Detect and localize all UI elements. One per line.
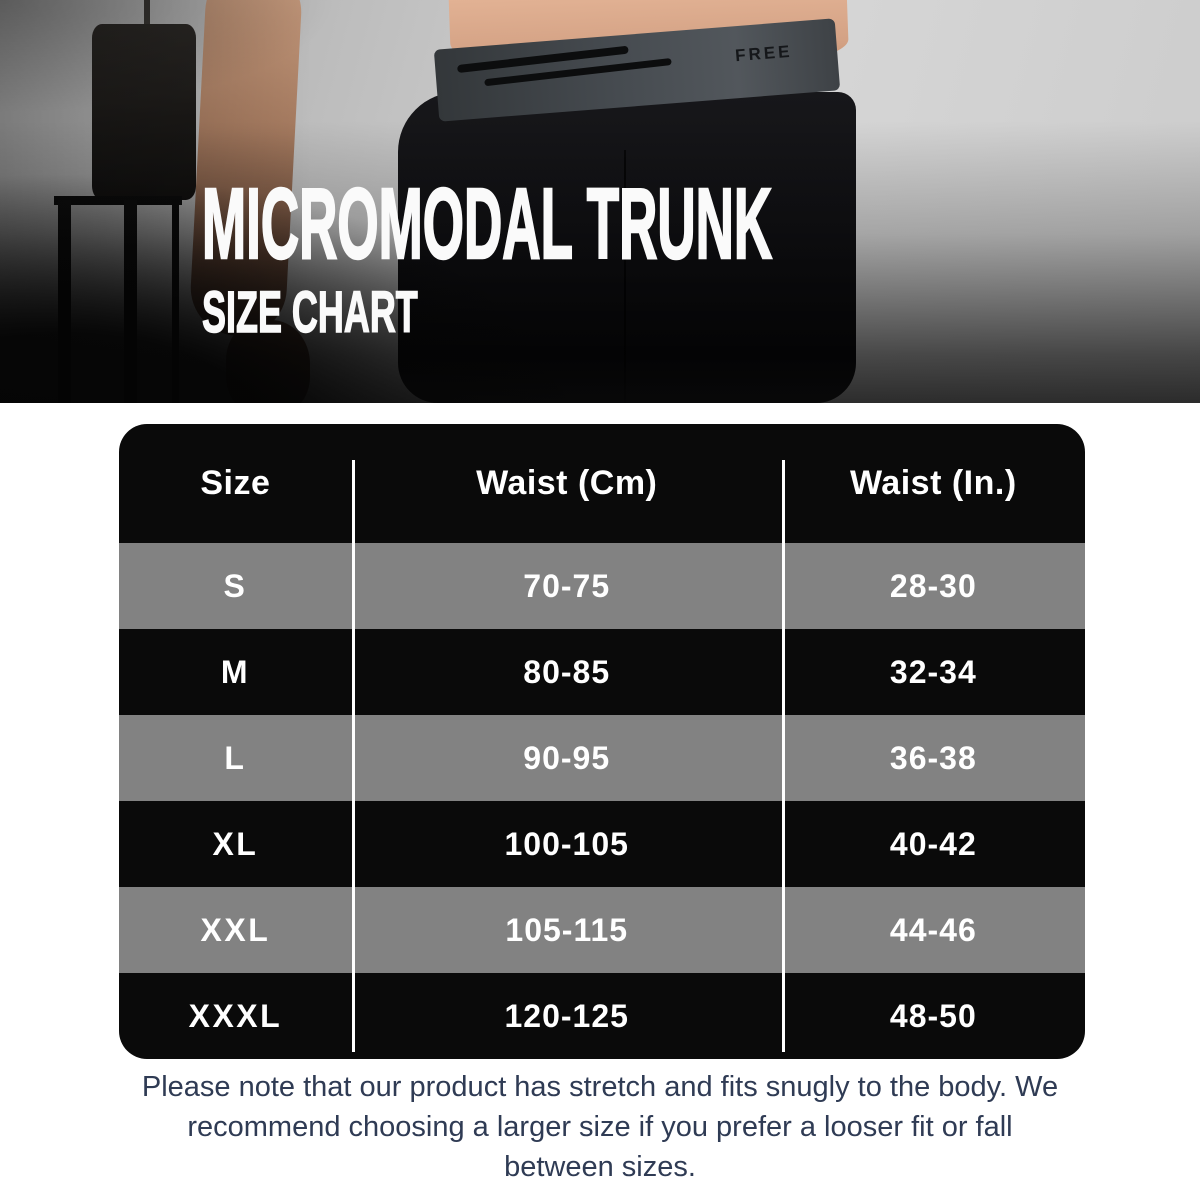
chart-subtitle: SIZE CHART xyxy=(202,280,419,345)
table-row: M 80-85 32-34 xyxy=(119,629,1085,715)
lamp-stand-leg xyxy=(124,200,137,403)
product-title: MICROMODAL TRUNK xyxy=(201,168,773,280)
column-divider xyxy=(782,460,785,1052)
waist-in-value: 28-30 xyxy=(889,567,977,604)
title-block: MICROMODAL TRUNK SIZE CHART xyxy=(201,168,1200,345)
waist-in-value: 40-42 xyxy=(889,825,977,862)
column-header-waist-cm: Waist (Cm) xyxy=(476,464,658,502)
waist-in-value: 44-46 xyxy=(889,911,977,948)
table-row: XXL 105-115 44-46 xyxy=(119,887,1085,973)
size-value: S xyxy=(223,567,248,604)
table-row: XXXL 120-125 48-50 xyxy=(119,973,1085,1059)
lamp-stand-leg xyxy=(172,200,179,403)
size-value: XXXL xyxy=(188,997,283,1034)
size-value: XXL xyxy=(200,911,271,948)
column-header-size: Size xyxy=(200,464,271,502)
size-chart-table: Size Waist (Cm) Waist (In.) S 70-75 28-3… xyxy=(119,424,1085,1059)
size-value: XL xyxy=(212,825,259,862)
waist-in-value: 32-34 xyxy=(889,653,977,690)
size-value: L xyxy=(224,739,247,776)
waist-cm-value: 80-85 xyxy=(523,653,611,690)
lamp-stand-leg xyxy=(58,200,71,403)
lamp-cylinder xyxy=(92,24,196,200)
table-header-row: Size Waist (Cm) Waist (In.) xyxy=(119,424,1085,543)
column-header-waist-in: Waist (In.) xyxy=(849,464,1017,502)
size-value: M xyxy=(220,653,250,690)
lamp-stand-top xyxy=(54,196,182,205)
table-row: S 70-75 28-30 xyxy=(119,543,1085,629)
waist-in-value: 36-38 xyxy=(889,739,977,776)
waist-cm-value: 90-95 xyxy=(523,739,611,776)
waist-in-value: 48-50 xyxy=(889,997,977,1034)
waist-cm-value: 100-105 xyxy=(504,825,629,862)
fit-note: Please note that our product has stretch… xyxy=(141,1071,1059,1183)
waist-cm-value: 120-125 xyxy=(504,997,629,1034)
waist-cm-value: 70-75 xyxy=(523,567,611,604)
waist-cm-value: 105-115 xyxy=(505,911,629,948)
table-row: L 90-95 36-38 xyxy=(119,715,1085,801)
waistband-brand-text: FREE xyxy=(734,41,794,66)
table-row: XL 100-105 40-42 xyxy=(119,801,1085,887)
column-divider xyxy=(352,460,355,1052)
